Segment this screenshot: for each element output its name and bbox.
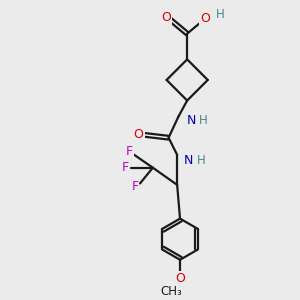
Text: F: F [122, 161, 129, 174]
Text: F: F [131, 180, 138, 194]
Text: O: O [161, 11, 171, 24]
Text: H: H [200, 114, 208, 127]
Text: O: O [175, 272, 185, 285]
Text: N: N [184, 154, 193, 167]
Text: H: H [196, 154, 205, 167]
Text: O: O [134, 128, 143, 141]
Text: O: O [200, 12, 210, 25]
Text: N: N [187, 114, 196, 127]
Text: F: F [126, 146, 133, 158]
Text: CH₃: CH₃ [160, 285, 182, 298]
Text: H: H [216, 8, 224, 21]
